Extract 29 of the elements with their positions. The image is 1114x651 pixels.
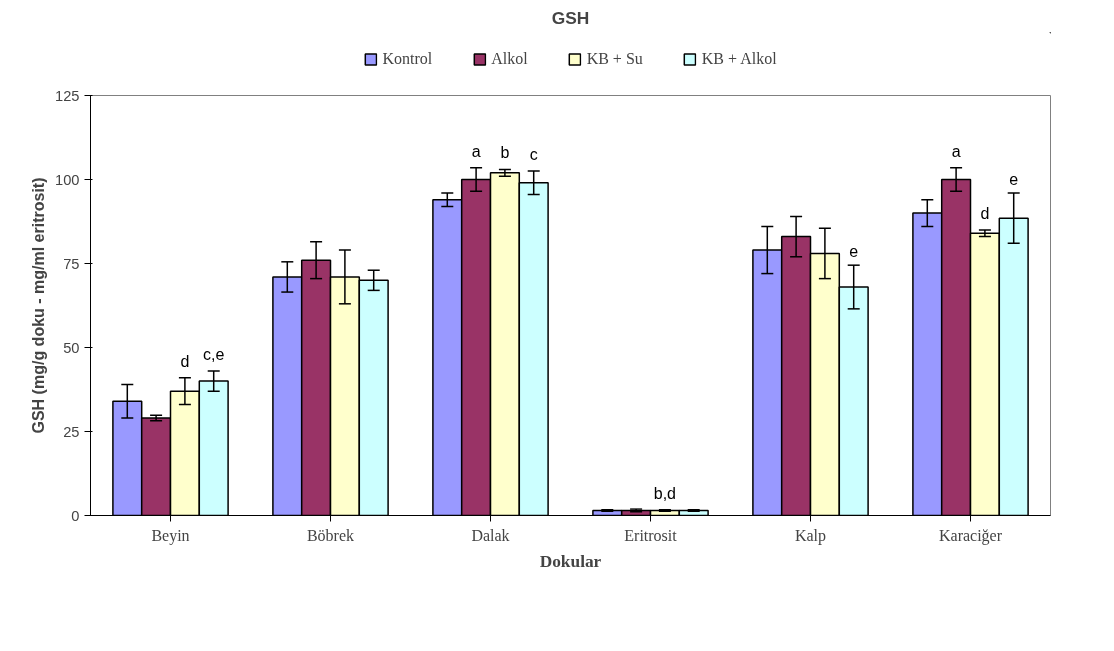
- data-label: c,e: [203, 346, 225, 364]
- x-tick-label: Kalp: [794, 526, 827, 545]
- x-tick-label: Dalak: [471, 526, 510, 544]
- y-tick-label: 125: [55, 87, 80, 104]
- y-tick-label: 50: [63, 339, 80, 356]
- data-label: d: [980, 204, 990, 222]
- legend-label: Kontrol: [382, 49, 433, 68]
- y-tick-label: 0: [71, 507, 80, 524]
- data-label: e: [849, 243, 859, 261]
- x-axis-title: Dokular: [539, 551, 602, 571]
- x-tick-label: Böbrek: [306, 526, 355, 544]
- x-tick-label: Karaciğer: [938, 526, 1003, 545]
- y-tick-label: 75: [63, 255, 80, 272]
- legend-label: KB + Su: [586, 49, 643, 68]
- data-label: b: [500, 144, 510, 162]
- data-label: a: [951, 142, 961, 160]
- y-tick-label: 100: [55, 171, 80, 188]
- legend-label: KB + Alkol: [701, 49, 777, 68]
- data-label: d: [180, 352, 190, 370]
- data-label: a: [471, 142, 481, 160]
- y-tick-label: 25: [63, 423, 80, 440]
- y-axis-title: GSH (mg/g doku - mg/ml eritrosit): [30, 177, 48, 434]
- x-tick-label: Beyin: [151, 526, 190, 545]
- chart-title: GSH: [551, 7, 590, 28]
- x-tick-label: Eritrosit: [624, 526, 678, 544]
- legend-label: Alkol: [491, 49, 528, 68]
- data-label: e: [1009, 170, 1019, 188]
- data-label: c: [529, 146, 538, 164]
- data-label: b,d: [653, 484, 677, 502]
